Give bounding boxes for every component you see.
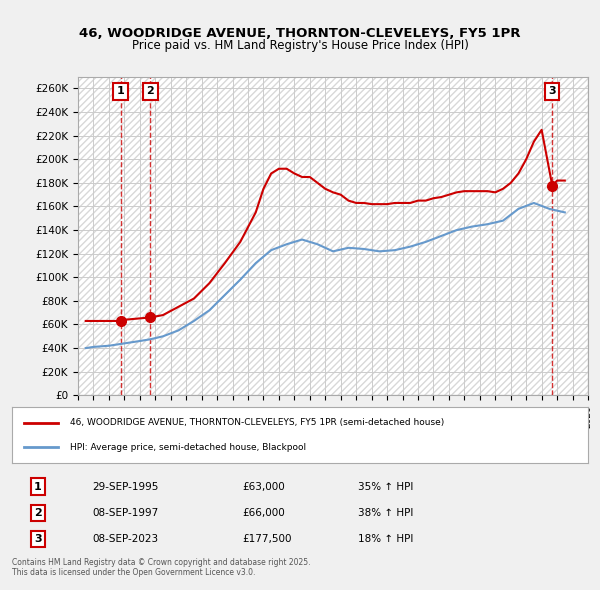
Text: Price paid vs. HM Land Registry's House Price Index (HPI): Price paid vs. HM Land Registry's House … [131, 39, 469, 52]
Text: Contains HM Land Registry data © Crown copyright and database right 2025.: Contains HM Land Registry data © Crown c… [12, 558, 311, 566]
Text: HPI: Average price, semi-detached house, Blackpool: HPI: Average price, semi-detached house,… [70, 443, 306, 452]
Text: £177,500: £177,500 [242, 534, 292, 544]
Text: 08-SEP-1997: 08-SEP-1997 [92, 508, 159, 518]
Text: 2: 2 [146, 86, 154, 96]
Text: 38% ↑ HPI: 38% ↑ HPI [358, 508, 413, 518]
Text: £66,000: £66,000 [242, 508, 285, 518]
Text: 3: 3 [34, 534, 42, 544]
Text: 1: 1 [116, 86, 124, 96]
Text: 1: 1 [34, 481, 42, 491]
Text: 46, WOODRIDGE AVENUE, THORNTON-CLEVELEYS, FY5 1PR (semi-detached house): 46, WOODRIDGE AVENUE, THORNTON-CLEVELEYS… [70, 418, 444, 427]
Text: 46, WOODRIDGE AVENUE, THORNTON-CLEVELEYS, FY5 1PR: 46, WOODRIDGE AVENUE, THORNTON-CLEVELEYS… [79, 27, 521, 40]
Text: 29-SEP-1995: 29-SEP-1995 [92, 481, 159, 491]
Text: 35% ↑ HPI: 35% ↑ HPI [358, 481, 413, 491]
Text: 3: 3 [548, 86, 556, 96]
Text: £63,000: £63,000 [242, 481, 285, 491]
Text: 18% ↑ HPI: 18% ↑ HPI [358, 534, 413, 544]
Text: This data is licensed under the Open Government Licence v3.0.: This data is licensed under the Open Gov… [12, 568, 256, 576]
Text: 08-SEP-2023: 08-SEP-2023 [92, 534, 159, 544]
Text: 2: 2 [34, 508, 42, 518]
